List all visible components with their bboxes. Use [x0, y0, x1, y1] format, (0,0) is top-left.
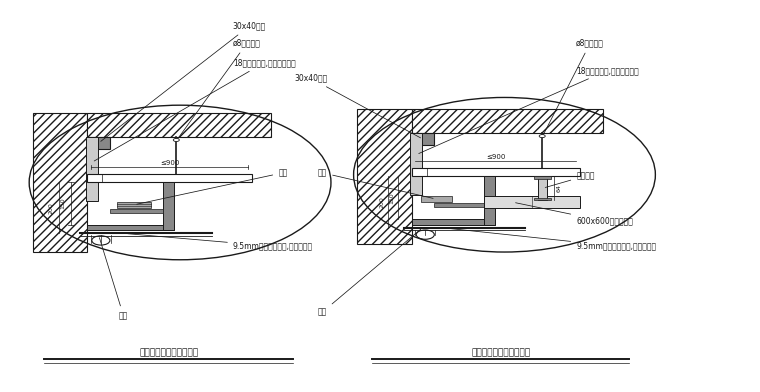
Text: ø8镀锌吊杆: ø8镀锌吊杆: [178, 39, 261, 138]
Bar: [412, 109, 603, 133]
Text: ≤900: ≤900: [160, 160, 179, 166]
Text: 600x600矿棉吸音板: 600x600矿棉吸音板: [515, 203, 633, 226]
Text: 64: 64: [557, 184, 562, 192]
Text: 矿棉板吊顶窗帘盒剖面图: 矿棉板吊顶窗帘盒剖面图: [471, 348, 530, 357]
Text: 150: 150: [61, 198, 65, 209]
Text: 150: 150: [390, 192, 394, 203]
Text: 30x40木方: 30x40木方: [101, 22, 266, 142]
Text: 石膏板吊顶窗帘盒剖面图: 石膏板吊顶窗帘盒剖面图: [139, 348, 198, 357]
Bar: [87, 113, 271, 137]
Bar: [534, 198, 551, 200]
Bar: [110, 209, 163, 213]
Text: 滑道: 滑道: [318, 168, 433, 198]
Text: 200: 200: [49, 202, 53, 214]
Circle shape: [173, 138, 179, 142]
Text: 9.5mm厚石膏板吊顶,白色乳胶漆: 9.5mm厚石膏板吊顶,白色乳胶漆: [128, 234, 313, 251]
Circle shape: [539, 134, 545, 138]
Bar: [412, 133, 434, 145]
Text: 18厚细木工板,防腐防火处理: 18厚细木工板,防腐防火处理: [94, 58, 296, 161]
Text: 18厚细木工板,防腐防火处理: 18厚细木工板,防腐防火处理: [419, 66, 639, 154]
Text: ø8镀锌吊杆: ø8镀锌吊杆: [543, 39, 604, 134]
Bar: [421, 196, 452, 202]
Bar: [484, 176, 495, 225]
Bar: [434, 203, 484, 207]
Bar: [87, 225, 174, 230]
Text: 滑道: 滑道: [137, 168, 287, 204]
Bar: [87, 174, 252, 182]
Bar: [86, 137, 98, 201]
Bar: [118, 202, 151, 208]
Text: 轻钢龙骨: 轻钢龙骨: [545, 171, 594, 187]
Bar: [537, 176, 547, 200]
Text: 窗帘: 窗帘: [100, 238, 128, 320]
Bar: [412, 219, 495, 225]
Bar: [534, 176, 551, 179]
Text: ≤900: ≤900: [486, 154, 505, 160]
Text: 200: 200: [379, 196, 384, 208]
Bar: [412, 168, 580, 176]
Bar: [33, 113, 87, 252]
Bar: [484, 196, 580, 208]
Text: 9.5mm厚石膏板吊顶,白色乳胶漆: 9.5mm厚石膏板吊顶,白色乳胶漆: [445, 228, 657, 251]
Bar: [410, 133, 423, 195]
Bar: [357, 109, 412, 244]
Bar: [87, 137, 110, 149]
Text: 30x40木方: 30x40木方: [294, 74, 420, 138]
Bar: [163, 182, 174, 230]
Text: 窗帘: 窗帘: [318, 229, 421, 316]
